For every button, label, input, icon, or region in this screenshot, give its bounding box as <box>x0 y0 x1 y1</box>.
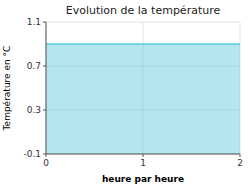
y-tick <box>43 22 46 23</box>
chart-container: 0 1 2 -0.1 0.3 0.7 1.1 heure par heure Températu… <box>0 0 250 188</box>
x-axis-label: heure par heure <box>102 174 184 184</box>
grid-line-x <box>46 22 47 154</box>
x-tick <box>240 154 241 157</box>
x-tick-label: 0 <box>43 158 49 168</box>
y-axis-label: Température en °C <box>2 46 12 132</box>
y-tick <box>43 154 46 155</box>
area <box>46 44 240 154</box>
title: Evolution de la température <box>66 4 221 17</box>
x-tick-label: 2 <box>237 158 243 168</box>
axes: 0 1 2 -0.1 0.3 0.7 1.1 <box>23 17 242 168</box>
x-tick-label: 1 <box>140 158 146 168</box>
line <box>46 43 240 45</box>
y-tick-label: -0.1 <box>23 149 41 159</box>
y-tick-label: 0.7 <box>27 61 41 71</box>
y-tick-label: 0.3 <box>27 105 41 115</box>
y-tick <box>43 110 46 111</box>
y-axis-line <box>46 22 47 154</box>
plot-area <box>46 44 240 154</box>
y-tick-label: 1.1 <box>27 17 41 27</box>
y-tick <box>43 66 46 67</box>
grid <box>46 22 240 154</box>
x-tick <box>143 154 144 157</box>
chart: 0 1 2 -0.1 0.3 0.7 1.1 heure par heure Températu… <box>0 0 250 188</box>
